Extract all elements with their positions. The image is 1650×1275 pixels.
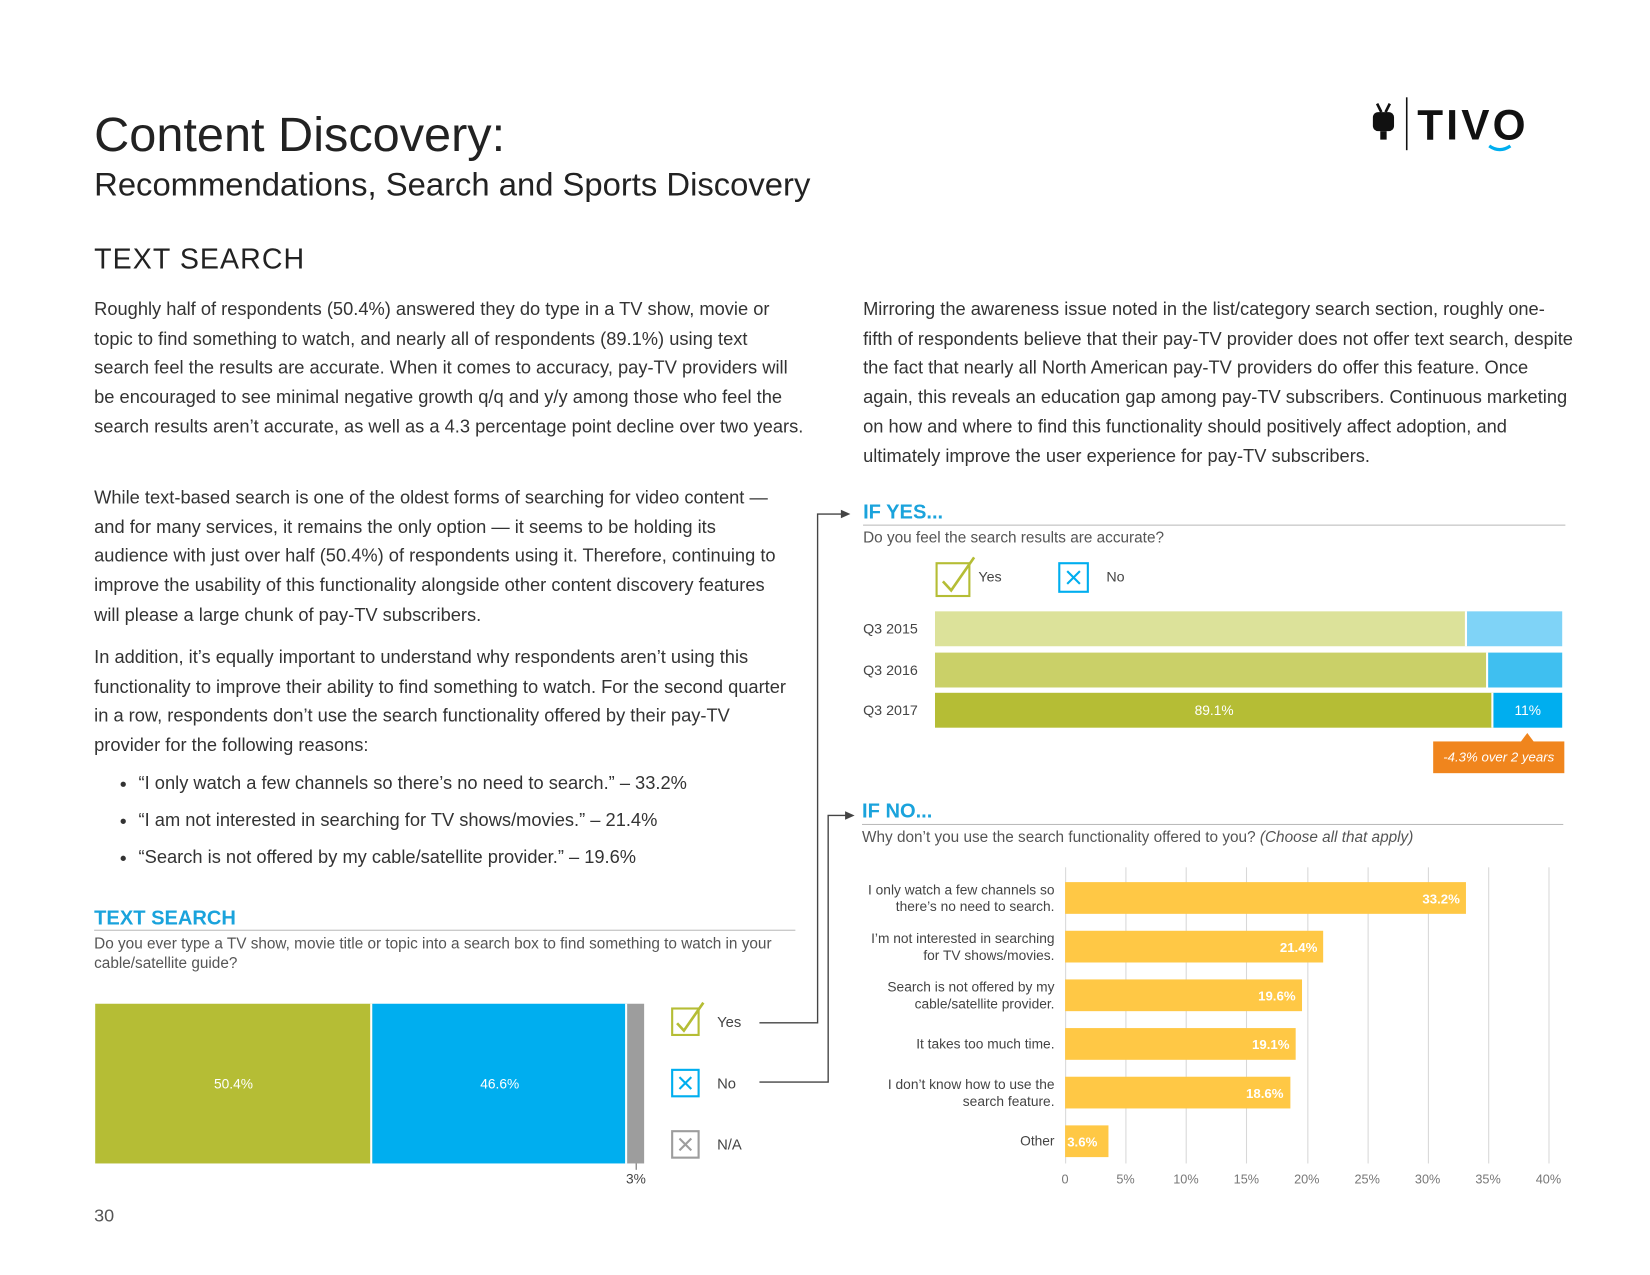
bar-segment: [1466, 611, 1563, 647]
legend-label: Yes: [717, 1013, 742, 1031]
value-label: 11%: [1514, 701, 1541, 718]
category-label: I only watch a few channels so there’s n…: [868, 881, 1055, 914]
legend-label: Yes: [978, 569, 1002, 585]
logo-text: TIVO: [1417, 102, 1528, 149]
grid-line: [1488, 867, 1490, 1164]
x-tick-label: 40%: [1535, 1171, 1562, 1187]
label-tick: [635, 1163, 637, 1170]
question: Why don’t you use the search functionali…: [862, 829, 1256, 847]
x-tick-label: 5%: [1116, 1171, 1135, 1187]
grid-line: [1246, 867, 1248, 1164]
bullet: “Search is not offered by my cable/satel…: [139, 839, 837, 876]
paragraph: While text-based search is one of the ol…: [94, 486, 776, 625]
value-label: 50.4%: [214, 1075, 254, 1092]
x-tick-label: 20%: [1294, 1171, 1320, 1187]
grid-line: [1548, 867, 1550, 1164]
legend-icon: [671, 1130, 700, 1159]
value-label: 18.6%: [1246, 1086, 1284, 1102]
bar: [1065, 1028, 1296, 1060]
title-rule: [863, 524, 1566, 526]
category-label: Q3 2016: [863, 661, 918, 678]
value-label: 21.4%: [1279, 940, 1318, 956]
legend-label: No: [717, 1074, 737, 1092]
chart-title: IF YES...: [863, 501, 944, 524]
grid-line: [1367, 867, 1369, 1164]
category-label: I don’t know how to use the search featu…: [887, 1076, 1055, 1109]
x-tick-label: 10%: [1173, 1171, 1199, 1187]
legend-icon: [1058, 562, 1089, 593]
chart-title: IF NO...: [862, 800, 933, 823]
page-number: 30: [94, 1205, 115, 1226]
x-tick-label: 25%: [1354, 1171, 1380, 1187]
category-label: Other: [1020, 1133, 1055, 1149]
value-label: 19.1%: [1252, 1037, 1290, 1053]
paragraph: In addition, it’s equally important to u…: [94, 646, 787, 756]
grid-line: [1185, 867, 1187, 1164]
grid-line: [1065, 867, 1067, 1164]
value-label: 19.6%: [1258, 988, 1296, 1004]
grid-line: [1306, 867, 1308, 1164]
bar: [1065, 882, 1467, 914]
paragraph: Roughly half of respondents (50.4%) answ…: [94, 298, 804, 437]
legend-icon: [935, 556, 976, 598]
bullet-list: “I only watch a few channels so there’s …: [94, 765, 836, 876]
category-label: Q3 2017: [863, 701, 918, 718]
section-heading: TEXT SEARCH: [94, 243, 306, 275]
bar-segment: [1488, 652, 1563, 688]
bar: [1065, 930, 1324, 963]
category-label: Search is not offered by my cable/satell…: [887, 978, 1055, 1012]
annotation: -4.3% over 2 years: [1433, 741, 1565, 774]
bullet: “I only watch a few channels so there’s …: [139, 765, 837, 802]
bar: [1065, 1125, 1109, 1158]
legend-icon: [671, 1001, 705, 1037]
value-label: 33.2%: [1422, 891, 1460, 907]
x-tick-label: 35%: [1475, 1171, 1501, 1187]
category-label: I’m not interested in searching for TV s…: [871, 930, 1055, 963]
bullet: “I am not interested in searching for TV…: [139, 802, 837, 839]
bar-segment: [934, 611, 1467, 647]
value-label: 3%: [625, 1170, 646, 1187]
chart-subtitle: Why don’t you use the search functionali…: [862, 828, 1413, 847]
value-label: 3.6%: [1067, 1134, 1098, 1150]
x-tick-label: 30%: [1414, 1171, 1441, 1187]
category-label: Q3 2015: [863, 620, 918, 637]
page-subtitle: Recommendations, Search and Sports Disco…: [94, 166, 811, 204]
title-rule: [94, 929, 796, 931]
question-note: (Choose all that apply): [1259, 829, 1414, 847]
chart-subtitle: Do you feel the search results are accur…: [863, 529, 1165, 547]
legend-icon: [671, 1068, 700, 1098]
bar: [1065, 979, 1302, 1012]
paragraph: Mirroring the awareness issue noted in t…: [863, 298, 1573, 466]
bar-segment: [1493, 692, 1563, 728]
grid-line: [1125, 867, 1127, 1164]
bar-segment: [627, 1003, 645, 1164]
bar-segment: [95, 1003, 372, 1164]
chart-title: TEXT SEARCH: [94, 907, 236, 930]
bar-segment: [934, 692, 1494, 728]
bar-segment: [371, 1003, 628, 1164]
x-tick-label: 0: [1061, 1171, 1069, 1187]
value-label: 89.1%: [1194, 701, 1234, 718]
page-title: Content Discovery:: [94, 106, 506, 162]
chart-subtitle: Do you ever type a TV show, movie title …: [94, 936, 772, 973]
logo: TIVO: [1372, 97, 1528, 152]
title-rule: [862, 823, 1564, 825]
bar: [1065, 1076, 1290, 1109]
category-label: It takes too much time.: [916, 1035, 1055, 1052]
legend-label: No: [1106, 569, 1125, 585]
legend-label: N/A: [717, 1135, 742, 1153]
value-label: 46.6%: [480, 1075, 520, 1092]
x-tick-label: 15%: [1233, 1171, 1260, 1187]
grid-line: [1427, 867, 1429, 1164]
bar-segment: [934, 652, 1489, 688]
annotation-notch: [1520, 732, 1534, 742]
